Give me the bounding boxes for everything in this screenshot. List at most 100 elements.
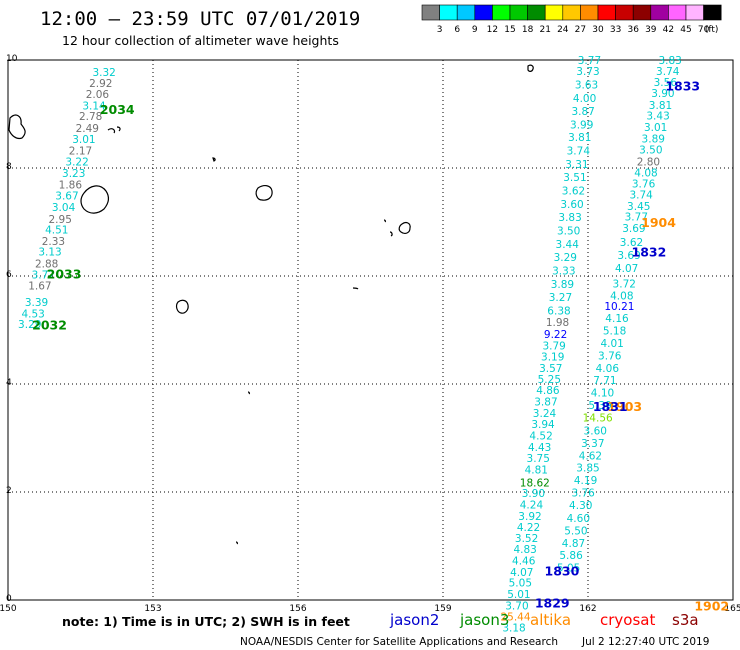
wave-height-value: 3.85 <box>576 463 599 475</box>
wave-height-value: 4.07 <box>615 263 638 275</box>
wave-height-value: 7.71 <box>593 375 616 387</box>
island-outline <box>527 64 534 72</box>
colorbar-label: 42 <box>663 25 674 35</box>
colorbar-unit: (ft) <box>705 25 719 35</box>
colorbar-label: 30 <box>592 25 604 35</box>
wave-height-value: 3.77 <box>578 55 601 67</box>
pass-time-label: 2034 <box>100 102 135 117</box>
island-outline <box>8 114 26 140</box>
wave-height-value: 4.00 <box>573 93 596 105</box>
colorbar-swatch <box>474 4 493 21</box>
pass-time-label: 1833 <box>665 78 700 93</box>
wave-height-value: 3.60 <box>584 425 607 437</box>
page-title: 12:00 — 23:59 UTC 07/01/2019 <box>40 8 360 30</box>
satellite-altika: altika <box>530 611 571 629</box>
wave-height-value: 4.51 <box>45 225 68 237</box>
wave-height-value: 4.62 <box>579 450 602 462</box>
satellite-legend: jason2 jason3 altika cryosat s3a <box>389 611 699 629</box>
x-tick-label: 153 <box>144 604 161 614</box>
wave-height-value: 3.29 <box>18 319 41 331</box>
timestamp-text: Jul 2 12:27:40 UTC 2019 <box>581 636 709 648</box>
wave-height-value: 3.31 <box>565 159 588 171</box>
colorbar-swatch <box>703 4 722 21</box>
wave-height-value: 3.69 <box>617 250 640 262</box>
wave-height-value: 3.83 <box>558 212 581 224</box>
pass-time-label: 1832 <box>632 245 667 260</box>
wave-height-value: 3.33 <box>552 266 575 278</box>
wave-height-value: 3.69 <box>622 223 645 235</box>
island-outline <box>398 222 411 234</box>
y-tick-label: 4 <box>6 378 12 388</box>
colorbar-swatch <box>509 4 528 21</box>
wave-height-value: 4.30 <box>569 500 592 512</box>
wave-height-value: 3.94 <box>531 419 555 431</box>
wave-height-value: 3.23 <box>62 168 85 180</box>
wave-height-value: 3.52 <box>515 533 538 545</box>
wave-height-value: 5.01 <box>507 589 530 601</box>
wave-height-value: 5.86 <box>559 550 583 562</box>
colorbar-swatch <box>580 4 599 21</box>
wave-height-value: 3.62 <box>620 237 643 249</box>
pass-time-label: 1902 <box>694 598 729 613</box>
colorbar-swatch <box>456 4 476 21</box>
wave-height-value: 6.38 <box>547 306 570 318</box>
pass-time-label: 1903 <box>607 399 642 414</box>
island-outlines <box>8 64 534 545</box>
wave-height-value: 5.18 <box>603 326 626 338</box>
wave-height-value: 3.79 <box>542 341 565 353</box>
island-outline <box>235 541 239 545</box>
wave-height-value: 4.87 <box>562 538 585 550</box>
x-tick-label: 156 <box>289 604 306 614</box>
wave-height-value: 4.46 <box>512 556 536 568</box>
y-tick-label: 0 <box>6 594 12 604</box>
island-outline <box>80 185 110 214</box>
wave-height-value: 4.06 <box>596 363 620 375</box>
latitude-ticks: 0 2 4 6 8 10 <box>6 54 18 604</box>
wave-height-value: 3.01 <box>644 122 667 134</box>
colorbar-label: 36 <box>627 25 639 35</box>
wave-height-value: 4.24 <box>520 499 544 511</box>
wave-height-value: 1.67 <box>28 281 51 293</box>
x-tick-label: 150 <box>0 604 17 614</box>
wave-height-value: 3.75 <box>527 453 550 465</box>
y-tick-label: 6 <box>6 270 12 280</box>
pass-time-label: 2033 <box>47 266 82 281</box>
wave-height-value: 3.74 <box>629 189 653 201</box>
wave-height-value: 2.33 <box>42 236 65 248</box>
wave-height-value: 3.74 <box>656 66 680 78</box>
x-tick-label: 159 <box>434 604 451 614</box>
satellite-jason3: jason3 <box>459 611 509 629</box>
satellite-s3a: s3a <box>672 611 699 629</box>
colorbar-label: 15 <box>504 25 515 35</box>
colorbar-label: 21 <box>539 25 550 35</box>
wave-height-value: 2.80 <box>637 157 660 169</box>
wave-height-value: 1.98 <box>546 317 569 329</box>
wave-height-value: 3.50 <box>639 145 662 157</box>
wave-height-value: 2.88 <box>35 259 58 271</box>
colorbar-label: 70 <box>698 25 710 35</box>
wave-height-value: 4.53 <box>21 308 44 320</box>
wave-height-value: 4.22 <box>517 522 540 534</box>
wave-height-value: 2.06 <box>86 89 110 101</box>
wave-height-value: 4.01 <box>600 338 623 350</box>
wave-height-value: 3.83 <box>658 55 681 67</box>
longitude-ticks: 150 153 156 159 162 165 <box>0 604 740 614</box>
wave-height-value: 3.43 <box>646 111 669 123</box>
colorbar-swatch <box>685 4 704 21</box>
colorbar-label: 27 <box>575 25 586 35</box>
wave-height-value: 2.92 <box>89 78 112 90</box>
wave-height-value: 2.49 <box>76 123 99 135</box>
wave-height-value: 2.17 <box>69 146 92 158</box>
wave-height-value: 3.63 <box>575 79 598 91</box>
wave-height-value: 3.45 <box>627 201 650 213</box>
wave-height-value: 25.44 <box>500 612 530 624</box>
y-tick-label: 2 <box>6 486 12 496</box>
wave-height-value: 3.19 <box>541 351 564 363</box>
colorbar-swatch <box>562 4 581 21</box>
wave-height-value: 10.21 <box>604 301 634 313</box>
wave-height-value: 3.90 <box>522 488 545 500</box>
colorbar-label: 12 <box>487 25 498 35</box>
y-tick-label: 10 <box>6 54 18 64</box>
